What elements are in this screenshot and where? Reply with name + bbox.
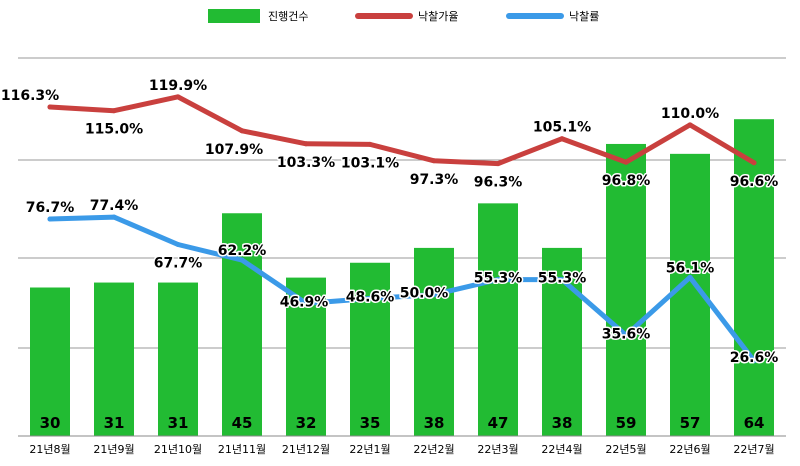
bar-value-label: 59: [616, 414, 637, 432]
x-tick-label: 22년6월: [669, 443, 710, 456]
line-value-label: 48.6%: [346, 290, 395, 306]
line-value-label: 107.9%: [205, 142, 263, 158]
line-낙찰률: [47, 214, 757, 364]
line-point: [751, 358, 757, 364]
line-value-label: 50.0%: [400, 286, 449, 302]
line-point: [559, 136, 565, 142]
bar-21년8월: [30, 287, 70, 436]
x-tick-label: 21년12월: [282, 443, 330, 456]
line-point: [495, 277, 501, 283]
line-point: [111, 214, 117, 220]
line-point: [175, 94, 181, 100]
bar-21년10월: [158, 282, 198, 436]
line-point: [623, 332, 629, 338]
bar-value-label: 45: [232, 414, 253, 432]
line-point: [367, 296, 373, 302]
line-point: [431, 292, 437, 298]
bar-22년3월: [478, 203, 518, 436]
line-point: [623, 159, 629, 165]
line-value-label: 96.8%: [602, 173, 651, 189]
line-value-label: 96.6%: [730, 174, 779, 190]
x-tick-label: 22년5월: [605, 443, 646, 456]
line-value-label: 103.3%: [277, 155, 335, 171]
bar-value-label: 31: [104, 414, 125, 432]
line-낙찰가율: [47, 94, 757, 167]
line-value-label: 62.2%: [218, 243, 267, 259]
bar-22년5월: [606, 143, 646, 436]
line-point: [751, 160, 757, 166]
x-tick-label: 22년7월: [733, 443, 774, 456]
data-labels: 30 31 31 45 32 35 38 47 38 59 57 64 116.3% 115.0% 119.…: [0, 76, 780, 432]
line-point: [47, 216, 53, 222]
bar-22년1월: [350, 262, 390, 436]
line-value-label: 103.1%: [341, 155, 399, 171]
legend-label: 낙찰가율: [418, 10, 458, 23]
bar-21년11월: [222, 213, 262, 436]
line-value-label: 97.3%: [410, 172, 459, 188]
line-point: [111, 108, 117, 114]
x-tick-label: 22년2월: [413, 443, 454, 456]
line-value-label: 96.3%: [474, 175, 523, 191]
x-tick-label: 22년4월: [541, 443, 582, 456]
line-point: [239, 257, 245, 263]
bar-series: [30, 119, 774, 436]
line-value-label: 67.7%: [154, 256, 203, 272]
bar-22년2월: [414, 247, 454, 436]
line-point: [431, 158, 437, 164]
line-point: [495, 161, 501, 167]
x-tick-label: 22년1월: [349, 443, 390, 456]
line-value-label: 77.4%: [90, 198, 139, 214]
bar-value-label: 32: [296, 414, 317, 432]
legend-swatch-bar: [208, 9, 260, 23]
line-series: [47, 94, 757, 364]
legend-label: 낙찰률: [569, 10, 599, 23]
line-value-label: 26.6%: [730, 350, 779, 366]
bar-value-label: 47: [488, 414, 509, 432]
bar-value-label: 57: [680, 414, 701, 432]
bar-value-label: 38: [424, 414, 445, 432]
line-point: [367, 141, 373, 147]
bar-21년9월: [94, 282, 134, 436]
legend-label: 진행건수: [268, 10, 308, 23]
x-tick-label: 21년10월: [154, 443, 202, 456]
legend: 진행건수 낙찰가율 낙찰률: [208, 9, 599, 23]
bar-value-label: 64: [744, 414, 765, 432]
line-value-label: 55.3%: [538, 271, 587, 287]
line-point: [687, 274, 693, 280]
line-value-label: 119.9%: [149, 78, 207, 94]
line-value-label: 116.3%: [1, 88, 59, 104]
bar-value-label: 31: [168, 414, 189, 432]
line-point: [303, 141, 309, 147]
line-value-label: 105.1%: [533, 120, 591, 136]
line-point: [687, 122, 693, 128]
line-value-label: 110.0%: [661, 106, 719, 122]
bar-value-label: 30: [40, 414, 61, 432]
line-value-label: 35.6%: [602, 326, 651, 342]
x-tick-label: 21년9월: [93, 443, 134, 456]
line-point: [47, 104, 53, 110]
line-value-label: 76.7%: [26, 200, 75, 216]
x-tick-label: 21년11월: [218, 443, 266, 456]
bar-value-label: 38: [552, 414, 573, 432]
line-value-label: 55.3%: [474, 271, 523, 287]
line-value-label: 46.9%: [280, 294, 329, 310]
line-point: [175, 242, 181, 248]
x-tick-label: 21년8월: [29, 443, 70, 456]
line-value-label: 56.1%: [666, 260, 715, 276]
line-value-label: 115.0%: [85, 122, 143, 138]
bar-22년7월: [734, 119, 774, 436]
line-point: [559, 277, 565, 283]
bar-value-label: 35: [360, 414, 381, 432]
line-point: [303, 300, 309, 306]
line-point: [239, 128, 245, 134]
x-axis: 21년8월 21년9월 21년10월 21년11월 21년12월 22년1월 22년2월 22…: [18, 435, 786, 456]
gridlines: [18, 57, 786, 349]
x-tick-label: 22년3월: [477, 443, 518, 456]
